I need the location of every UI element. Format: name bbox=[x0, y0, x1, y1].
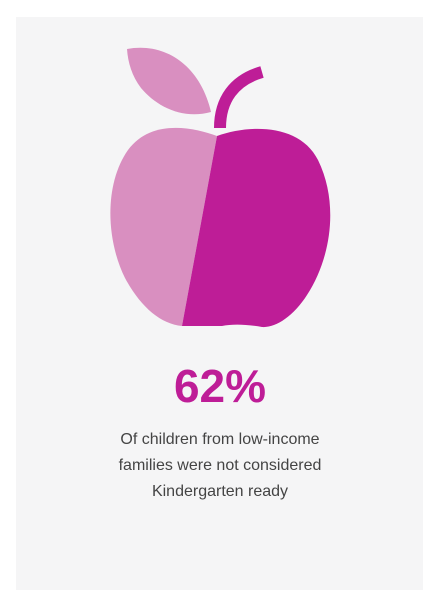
caption-line-1: Of children from low-income bbox=[120, 431, 320, 448]
apple-portion-remaining bbox=[110, 127, 217, 327]
apple-stem bbox=[214, 66, 264, 129]
caption-line-2: families were not considered bbox=[118, 457, 322, 474]
apple-icon bbox=[110, 47, 331, 328]
stat-value: 62% bbox=[173, 360, 267, 412]
stat-caption: Of children from low-income families wer… bbox=[40, 427, 400, 505]
apple-portion-62 bbox=[182, 128, 331, 328]
apple-leaf bbox=[127, 47, 211, 115]
caption-line-3: Kindergarten ready bbox=[151, 483, 289, 500]
